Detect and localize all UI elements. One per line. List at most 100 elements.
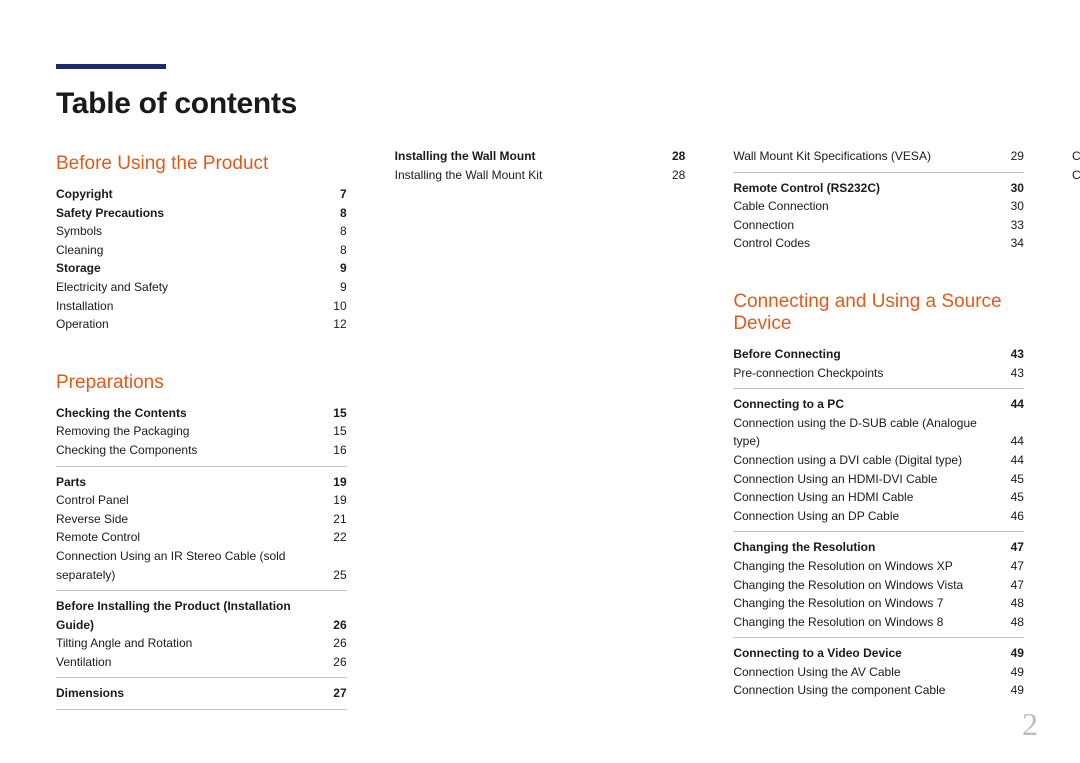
toc-entry-page: 49 (1002, 644, 1024, 663)
toc-entry[interactable]: Before Installing the Product (Installat… (56, 597, 347, 634)
toc-entry-label: Checking the Contents (56, 404, 325, 423)
toc-entry[interactable]: Connection Using an HDMI Cable45 (733, 488, 1024, 507)
toc-entry-page: 30 (1002, 197, 1024, 216)
toc-entry-label: Control Codes (733, 234, 1002, 253)
toc-entry-label: Connection Using the component Cable (733, 681, 1002, 700)
toc-entry-label: Removing the Packaging (56, 422, 325, 441)
toc-entry[interactable]: Connection Using the AV Cable49 (733, 663, 1024, 682)
toc-entry-page: 7 (325, 185, 347, 204)
toc-entry[interactable]: Copyright7 (56, 185, 347, 204)
toc-entry-page: 10 (325, 297, 347, 316)
toc-entry[interactable]: Reverse Side21 (56, 510, 347, 529)
toc-entry-label: Changing the Resolution on Windows 7 (733, 594, 1002, 613)
toc-entry[interactable]: Changing the Resolution on Windows XP47 (733, 557, 1024, 576)
toc-entry-label: Reverse Side (56, 510, 325, 529)
toc-entry[interactable]: Before Connecting43 (733, 345, 1024, 364)
toc-entry-label: Tilting Angle and Rotation (56, 634, 325, 653)
toc-entry-page: 47 (1002, 576, 1024, 595)
toc-entry-label: Before Installing the Product (Installat… (56, 597, 325, 634)
toc-divider (56, 466, 347, 467)
toc-entry-label: Connection using the D-SUB cable (Analog… (733, 414, 1002, 451)
toc-entry[interactable]: Connection Using an IR Stereo Cable (sol… (56, 547, 347, 584)
toc-entry-label: Connecting to a Video Device (733, 644, 1002, 663)
toc-entry[interactable]: Checking the Contents15 (56, 404, 347, 423)
toc-entry-page: 15 (325, 422, 347, 441)
toc-entry[interactable]: Symbols8 (56, 222, 347, 241)
toc-entry-label: Pre-connection Checkpoints (733, 364, 1002, 383)
toc-entry[interactable]: Changing the Resolution47 (733, 538, 1024, 557)
toc-entry[interactable]: Connection Using an HDMI Cable50 (1072, 166, 1080, 185)
toc-entry[interactable]: Connection Using an DP Cable46 (733, 507, 1024, 526)
toc-entry[interactable]: Parts19 (56, 473, 347, 492)
toc-entry-page: 49 (1002, 663, 1024, 682)
toc-entry[interactable]: Tilting Angle and Rotation26 (56, 634, 347, 653)
toc-entry[interactable]: Cleaning8 (56, 241, 347, 260)
toc-section-heading: Before Using the Product (56, 153, 347, 175)
toc-entry-page: 26 (325, 634, 347, 653)
toc-entry[interactable]: Storage9 (56, 259, 347, 278)
toc-entry-page: 44 (1002, 432, 1024, 451)
toc-entry-page: 48 (1002, 594, 1024, 613)
toc-entry[interactable]: Connection Using the component Cable49 (733, 681, 1024, 700)
toc-entry-page: 29 (1002, 147, 1024, 166)
toc-entry-label: Installation (56, 297, 325, 316)
toc-entry[interactable]: Installing the Wall Mount28 (395, 147, 686, 166)
toc-entry[interactable]: Control Codes34 (733, 234, 1024, 253)
toc-entry-page: 16 (325, 441, 347, 460)
toc-entry[interactable]: Connection33 (733, 216, 1024, 235)
toc-entry[interactable]: Connection using a DVI cable (Digital ty… (733, 451, 1024, 470)
toc-entry[interactable]: Connecting to a Video Device49 (733, 644, 1024, 663)
toc-entry[interactable]: Changing the Resolution on Windows Vista… (733, 576, 1024, 595)
toc-entry[interactable]: Removing the Packaging15 (56, 422, 347, 441)
toc-entry[interactable]: Safety Precautions8 (56, 204, 347, 223)
toc-gap (56, 350, 347, 366)
toc-entry[interactable]: Wall Mount Kit Specifications (VESA)29 (733, 147, 1024, 166)
toc-entry[interactable]: Ventilation26 (56, 653, 347, 672)
toc-entry-label: Ventilation (56, 653, 325, 672)
toc-entry-label: Cable Connection (733, 197, 1002, 216)
toc-entry-label: Wall Mount Kit Specifications (VESA) (733, 147, 1002, 166)
toc-entry-label: Remote Control (56, 528, 325, 547)
toc-entry-page: 28 (663, 166, 685, 185)
toc-entry-page: 9 (325, 259, 347, 278)
toc-columns: Before Using the Product Copyright7Safety… (56, 147, 1024, 717)
toc-entry-label: Dimensions (56, 684, 325, 703)
toc-entry-page: 22 (325, 528, 347, 547)
toc-entry-label: Connection using a DVI cable (Digital ty… (733, 451, 1002, 470)
toc-entry-label: Copyright (56, 185, 325, 204)
toc-entry-page: 15 (325, 404, 347, 423)
toc-entry[interactable]: Installing the Wall Mount Kit28 (395, 166, 686, 185)
toc-entry[interactable]: Remote Control (RS232C)30 (733, 179, 1024, 198)
toc-entry-page: 26 (325, 653, 347, 672)
page-title: Table of contents (56, 87, 1024, 121)
toc-entry[interactable]: Pre-connection Checkpoints43 (733, 364, 1024, 383)
toc-entry[interactable]: Connection using the D-SUB cable (Analog… (733, 414, 1024, 451)
toc-entry-label: Cleaning (56, 241, 325, 260)
toc-entry[interactable]: Connection Using an HDMI-DVI Cable50 (1072, 147, 1080, 166)
toc-entry[interactable]: Changing the Resolution on Windows 748 (733, 594, 1024, 613)
toc-entry-label: Parts (56, 473, 325, 492)
toc-entry-page: 21 (325, 510, 347, 529)
toc-entry-label: Installing the Wall Mount Kit (395, 166, 664, 185)
toc-entry[interactable]: Control Panel19 (56, 491, 347, 510)
toc-entry-label: Connection Using an HDMI Cable (733, 488, 1002, 507)
toc-entry-page: 8 (325, 204, 347, 223)
toc-entry-label: Connection Using an HDMI-DVI Cable (1072, 147, 1080, 166)
toc-entry[interactable]: Operation12 (56, 315, 347, 334)
toc-entry[interactable]: Installation10 (56, 297, 347, 316)
toc-entry-label: Connection Using an DP Cable (733, 507, 1002, 526)
toc-entry[interactable]: Checking the Components16 (56, 441, 347, 460)
toc-entry-page: 9 (325, 278, 347, 297)
toc-entry-label: Connection Using an HDMI Cable (1072, 166, 1080, 185)
toc-entry[interactable]: Connection Using an HDMI-DVI Cable45 (733, 470, 1024, 489)
toc-entry-label: Symbols (56, 222, 325, 241)
toc-entry[interactable]: Cable Connection30 (733, 197, 1024, 216)
toc-divider (733, 388, 1024, 389)
toc-entry-page: 43 (1002, 345, 1024, 364)
toc-entry[interactable]: Remote Control22 (56, 528, 347, 547)
toc-entry-page: 49 (1002, 681, 1024, 700)
toc-entry[interactable]: Changing the Resolution on Windows 848 (733, 613, 1024, 632)
toc-entry[interactable]: Dimensions27 (56, 684, 347, 703)
toc-entry[interactable]: Electricity and Safety9 (56, 278, 347, 297)
toc-entry[interactable]: Connecting to a PC44 (733, 395, 1024, 414)
